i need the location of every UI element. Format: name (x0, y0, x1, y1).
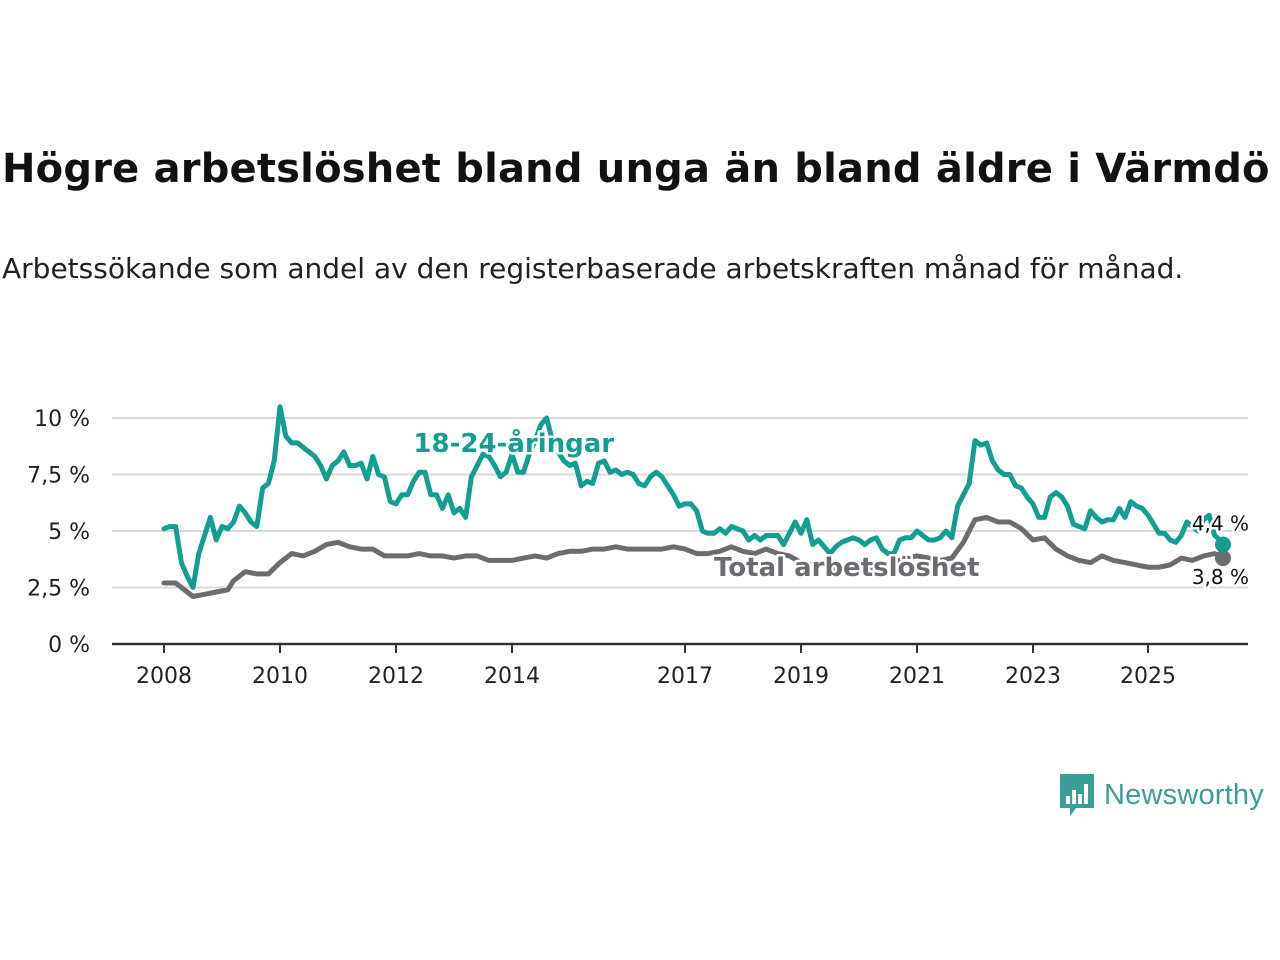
chart-title: Högre arbetslöshet bland unga än bland ä… (2, 146, 1270, 192)
x-tick-label: 2012 (368, 664, 424, 689)
newsworthy-logo: Newsworthy (1058, 772, 1264, 818)
series-label-18-24-ringar: 18-24-åringar (413, 427, 614, 459)
y-tick-label: 5 % (48, 520, 90, 545)
x-tick-label: 2010 (252, 664, 308, 689)
series-line-18-24-ringar (161, 404, 1226, 590)
x-tick-label: 2017 (657, 664, 713, 689)
x-tick-label: 2021 (889, 664, 945, 689)
x-tick-label: 2019 (773, 664, 829, 689)
x-tick-label: 2023 (1005, 664, 1061, 689)
y-tick-label: 0 % (48, 633, 90, 658)
x-axis: 2008 2010 2012 2014 2017 2019 2021 2023 2025 (112, 642, 1248, 689)
x-tick-label: 2025 (1120, 664, 1176, 689)
gridlines (112, 417, 1248, 589)
series (161, 404, 1231, 599)
y-tick-label: 2,5 % (27, 577, 90, 602)
series-line-total-arbetsl-shet (161, 514, 1226, 599)
bar-chart-speech-bubble-icon (1060, 774, 1094, 816)
series-end-point-18-24-ringar (1215, 536, 1231, 553)
chart-subtitle: Arbetssökande som andel av den registerb… (2, 252, 1184, 285)
end-value-label: 3,8 % (1192, 565, 1249, 589)
brand-name: Newsworthy (1104, 778, 1264, 811)
series-end-point-total-arbetsl-shet (1215, 550, 1231, 567)
end-value-label: 4,4 % (1192, 512, 1249, 536)
y-tick-label: 10 % (34, 407, 90, 432)
x-tick-label: 2008 (136, 664, 192, 689)
line-chart: 0 % 2,5 % 5 % 7,5 % 10 % 2008 2010 2012 2014 201… (27, 404, 1252, 689)
y-axis: 0 % 2,5 % 5 % 7,5 % 10 % (27, 407, 90, 658)
y-tick-label: 7,5 % (27, 464, 90, 489)
series-label-total-arbetsl-shet: Total arbetslöshet (714, 553, 979, 583)
x-tick-label: 2014 (484, 664, 540, 689)
series-labels: 18-24-åringar Total arbetslöshet 4,4 % 3,8 … (411, 424, 1252, 591)
